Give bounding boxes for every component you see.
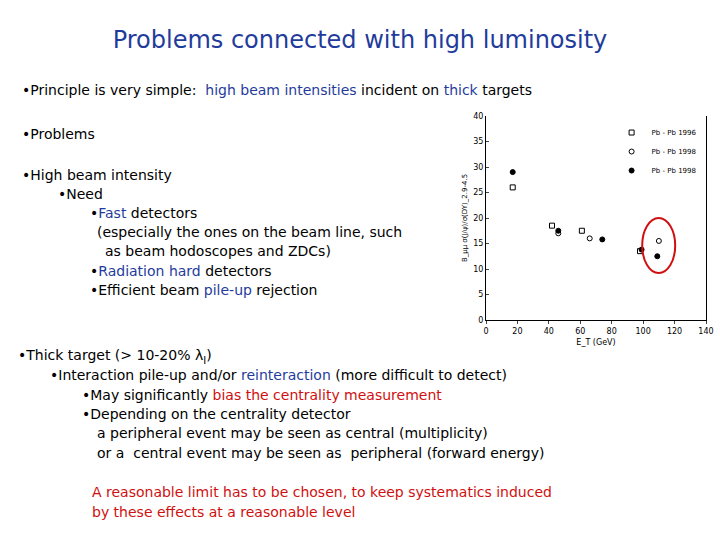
svg-text:30: 30 bbox=[473, 163, 483, 172]
html-text:•High beam intensity: •High beam intensity bbox=[22, 167, 172, 183]
svg-text:E_T (GeV): E_T (GeV) bbox=[576, 338, 615, 347]
svg-text:B_μμ σ(J/ψ)/σ(DY)_2.9-4.5: B_μμ σ(J/ψ)/σ(DY)_2.9-4.5 bbox=[461, 174, 469, 262]
svg-text:20: 20 bbox=[473, 214, 483, 223]
svg-text:80: 80 bbox=[607, 327, 617, 336]
svg-text:40: 40 bbox=[544, 327, 554, 336]
html-text:•Interaction pile-up and/or re: •Interaction pile-up and/or reinteractio… bbox=[50, 367, 507, 383]
svg-text:Pb - Pb 1998: Pb - Pb 1998 bbox=[652, 148, 696, 156]
svg-text:60: 60 bbox=[575, 327, 585, 336]
html-text:a peripheral event may be seen: a peripheral event may be seen as centra… bbox=[97, 425, 488, 441]
svg-text:40: 40 bbox=[473, 112, 483, 121]
html-text:Problems connected with high l: Problems connected with high luminosity bbox=[112, 26, 608, 54]
svg-text:5: 5 bbox=[478, 290, 483, 299]
html-text:•Problems: •Problems bbox=[22, 126, 95, 142]
svg-text:Pb - Pb 1998: Pb - Pb 1998 bbox=[652, 167, 696, 175]
svg-text:140: 140 bbox=[698, 327, 713, 336]
html-text:as beam hodoscopes and ZDCs): as beam hodoscopes and ZDCs) bbox=[105, 243, 331, 259]
html-text:•Need: •Need bbox=[58, 186, 103, 202]
html-text:by these effects at a reasonab: by these effects at a reasonable level bbox=[92, 504, 356, 520]
svg-text:Pb - Pb 1996: Pb - Pb 1996 bbox=[652, 129, 697, 137]
html-text:•Thick target (> 10-20% λI): •Thick target (> 10-20% λI) bbox=[18, 347, 212, 366]
html-text:•May significantly bias the ce: •May significantly bias the centrality m… bbox=[82, 387, 442, 403]
svg-text:0: 0 bbox=[483, 327, 488, 336]
html-text:or a central event may be seen: or a central event may be seen as periph… bbox=[97, 445, 545, 461]
svg-text:35: 35 bbox=[473, 137, 483, 146]
html-text:A reasonable limit has to be c: A reasonable limit has to be chosen, to … bbox=[92, 484, 552, 500]
svg-text:25: 25 bbox=[473, 188, 483, 197]
svg-text:20: 20 bbox=[512, 327, 522, 336]
html-text:• Radiation hard detectors: • Radiation hard detectors bbox=[90, 263, 272, 279]
svg-text:0: 0 bbox=[478, 316, 483, 325]
html-text:• Fast detectors: • Fast detectors bbox=[90, 205, 198, 221]
html-text:•Efficient beam pile-up reject: •Efficient beam pile-up rejection bbox=[90, 282, 318, 298]
svg-text:10: 10 bbox=[473, 265, 483, 274]
svg-text:15: 15 bbox=[473, 239, 483, 248]
svg-text:120: 120 bbox=[667, 327, 682, 336]
svg-text:100: 100 bbox=[635, 327, 650, 336]
html-text:•Principle is very simple: hig: •Principle is very simple: high beam int… bbox=[22, 82, 532, 98]
html-text:•Depending on the centrality d: •Depending on the centrality detector bbox=[82, 406, 351, 422]
html-text:(especially the ones on the be: (especially the ones on the beam line, s… bbox=[97, 224, 403, 240]
